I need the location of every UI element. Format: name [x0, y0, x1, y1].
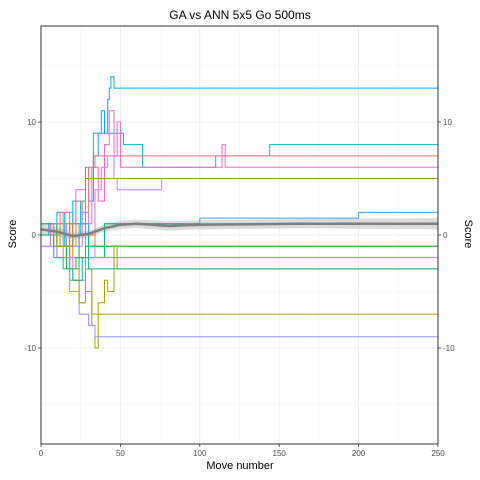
y-tick-label-left: 0 [32, 231, 37, 240]
x-tick-label: 100 [193, 449, 207, 458]
y-tick-label-left: 10 [27, 118, 36, 127]
y-axis-title-right: Score [462, 220, 474, 249]
y-tick-label-right: 10 [443, 118, 452, 127]
y-tick-label-right: 0 [443, 231, 448, 240]
y-tick-label-right: -10 [443, 344, 455, 353]
x-tick-label: 150 [273, 449, 287, 458]
x-tick-label: 50 [116, 449, 125, 458]
y-axis-title-left: Score [7, 220, 19, 249]
x-axis-title: Move number [206, 460, 274, 472]
x-tick-label: 0 [39, 449, 44, 458]
x-tick-label: 250 [431, 449, 445, 458]
chart-title: GA vs ANN 5x5 Go 500ms [169, 8, 310, 22]
x-tick-label: 200 [352, 449, 366, 458]
y-tick-label-left: -10 [24, 344, 36, 353]
